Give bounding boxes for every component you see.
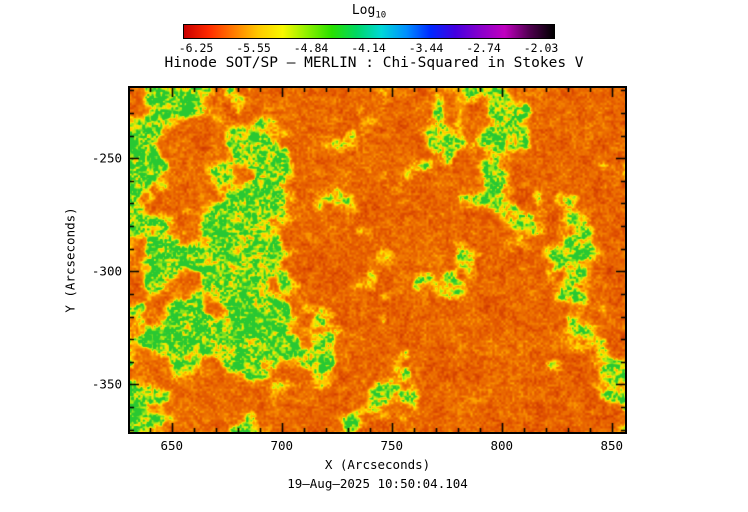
y-tick-label: -250 — [91, 150, 122, 166]
plot-title: Hinode SOT/SP — MERLIN : Chi-Squared in … — [164, 55, 584, 71]
colorbar-gradient — [183, 24, 555, 39]
x-tick-label: 750 — [380, 438, 404, 453]
y-tick-label: -350 — [91, 376, 122, 392]
colorbar-tick-label: -4.84 — [293, 41, 329, 55]
heatmap-canvas — [130, 88, 625, 432]
colorbar-title-sub: 10 — [375, 10, 387, 21]
timestamp: 19—Aug—2025 10:50:04.104 — [287, 476, 468, 491]
colorbar-tick-labels: -6.25 -5.55 -4.84 -4.14 -3.44 -2.74 -2.03 — [179, 41, 559, 56]
colorbar-tick-label: -2.03 — [523, 41, 559, 55]
colorbar-tick-label: -5.55 — [236, 41, 271, 55]
x-tick-label: 700 — [270, 438, 294, 453]
colorbar-title-main: Log — [351, 3, 376, 18]
x-axis-label: X (Arcseconds) — [324, 457, 431, 472]
colorbar-tick-label: -6.25 — [178, 41, 214, 55]
y-tick-labels: -250 -300 -350 — [0, 88, 122, 432]
y-tick-label: -300 — [91, 263, 122, 279]
x-tick-labels: 650 700 750 800 850 — [130, 438, 625, 453]
x-tick-label: 800 — [490, 438, 514, 453]
plot-area — [128, 86, 627, 434]
colorbar-tick-label: -2.74 — [466, 41, 501, 55]
colorbar-title: Log10 — [183, 3, 555, 21]
colorbar-tick-label: -3.44 — [408, 41, 444, 55]
colorbar-tick-label: -4.14 — [351, 41, 386, 55]
x-tick-label: 650 — [160, 438, 184, 453]
x-tick-label: 850 — [600, 438, 624, 453]
